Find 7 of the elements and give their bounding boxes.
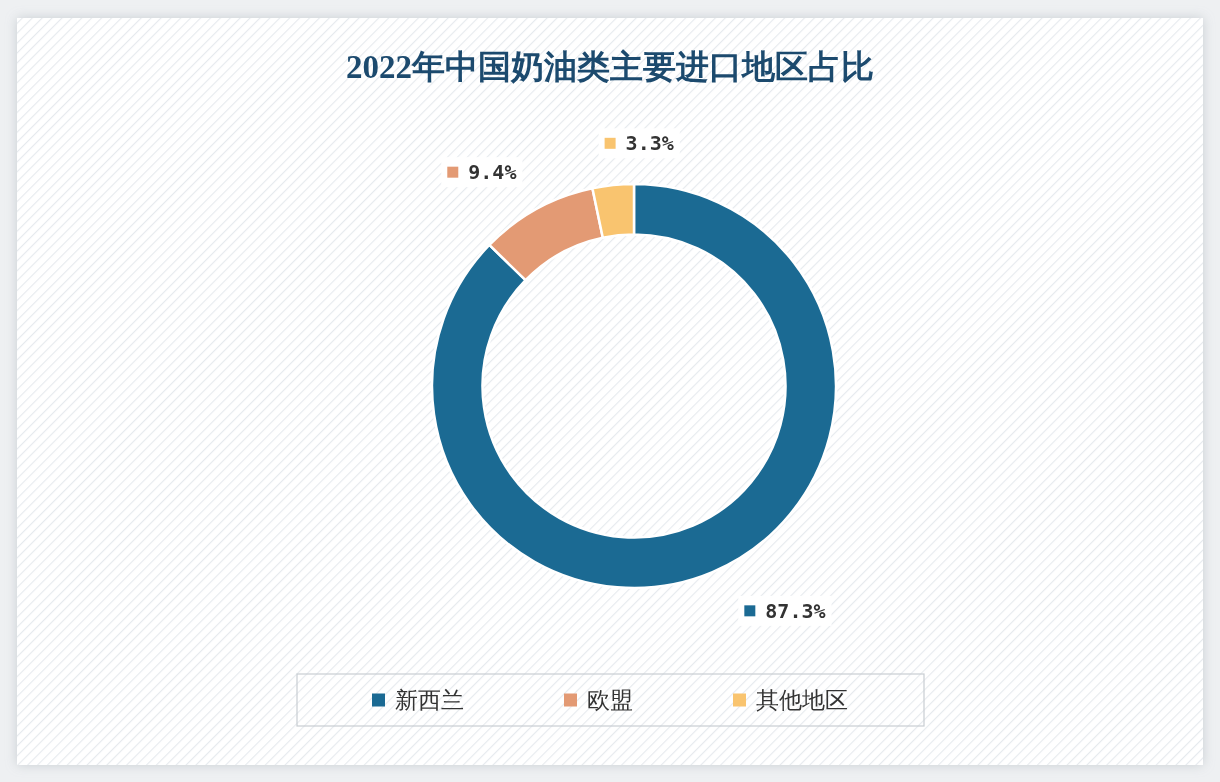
legend-label: 新西兰 [395,687,464,713]
legend-label: 欧盟 [587,687,633,713]
title: 2022年中国奶油类主要进口地区占比 [346,49,874,85]
data-label: 87.3% [765,598,826,623]
data-label: 9.4% [468,160,517,185]
legend-label: 其他地区 [756,687,848,713]
data-label: 3.3% [625,131,674,156]
